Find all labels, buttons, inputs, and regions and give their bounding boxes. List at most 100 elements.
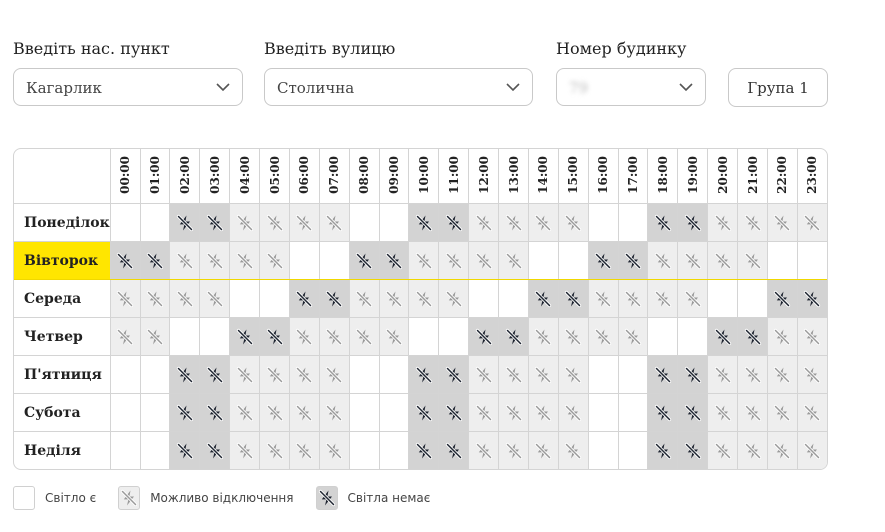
no-power-icon (774, 328, 791, 345)
group-button[interactable]: Група 1 (728, 68, 828, 107)
no-power-icon (445, 290, 462, 307)
hour-label: 10:00 (416, 155, 431, 194)
no-power-icon (804, 404, 821, 421)
schedule-cell-maybe (169, 241, 201, 280)
schedule-cell-off (318, 279, 350, 318)
hour-header: 02:00 (169, 149, 201, 204)
no-power-icon (505, 366, 522, 383)
street-select[interactable]: Столична (264, 68, 533, 106)
no-power-icon (236, 442, 253, 459)
schedule-cell-maybe (288, 393, 320, 432)
no-power-icon (714, 442, 731, 459)
schedule-cell-maybe (796, 431, 827, 469)
schedule-cell-off (677, 431, 709, 469)
schedule-cell-maybe (259, 393, 290, 432)
no-power-icon (714, 252, 731, 269)
no-power-icon (684, 404, 701, 421)
schedule-cell-maybe (229, 393, 261, 432)
schedule-cell-on (498, 279, 529, 318)
schedule-cell-maybe (348, 317, 380, 356)
schedule-cell-maybe (348, 279, 380, 318)
schedule-cell-on (557, 241, 589, 280)
hour-label: 16:00 (596, 155, 611, 194)
day-label: П'ятниця (14, 355, 111, 394)
no-power-icon (385, 252, 403, 269)
schedule-cell-off (647, 431, 679, 469)
no-power-icon (266, 214, 283, 231)
no-power-icon (535, 214, 552, 231)
hour-header: 01:00 (139, 149, 171, 204)
day-row: П'ятниця (14, 355, 827, 394)
no-power-icon (684, 366, 701, 383)
schedule-cell-maybe (766, 355, 798, 394)
schedule-cell-maybe (737, 393, 768, 432)
no-power-icon (236, 366, 253, 383)
schedule-cell-on (229, 279, 261, 318)
schedule-cell-on (378, 393, 410, 432)
no-power-icon (206, 252, 223, 269)
house-select[interactable]: 79 (556, 68, 706, 106)
schedule-cell-on (288, 241, 320, 280)
no-power-icon (774, 214, 791, 231)
no-power-icon (326, 328, 343, 345)
schedule-cell-off (647, 355, 679, 394)
schedule-cell-on (438, 317, 470, 356)
no-power-icon (266, 404, 283, 421)
schedule-cell-maybe (527, 431, 559, 469)
schedule-cell-maybe (438, 241, 470, 280)
no-power-icon (774, 404, 791, 421)
schedule-cell-maybe (766, 431, 798, 469)
no-power-icon (684, 290, 701, 307)
no-power-icon (475, 252, 492, 269)
no-power-icon (654, 214, 671, 231)
day-row: Неділя (14, 431, 827, 469)
no-power-icon (744, 328, 761, 345)
hour-label: 00:00 (118, 155, 133, 194)
schedule-cell-maybe (677, 279, 709, 318)
no-power-icon (774, 442, 791, 459)
city-select-value: Кагарлик (26, 79, 102, 97)
no-power-icon (296, 214, 313, 231)
schedule-cell-on (109, 355, 141, 394)
hour-label: 05:00 (267, 155, 282, 194)
no-power-icon (415, 252, 432, 269)
schedule-cell-maybe (796, 393, 827, 432)
hour-label: 19:00 (685, 155, 700, 194)
schedule-cell-on (587, 355, 619, 394)
legend-maybe-swatch (118, 486, 141, 510)
schedule-cell-maybe (796, 317, 827, 356)
schedule-cell-off (677, 355, 709, 394)
no-power-icon (146, 252, 164, 269)
no-power-icon (475, 404, 492, 421)
schedule-cell-on (199, 317, 231, 356)
hour-label: 08:00 (357, 155, 372, 194)
schedule-cell-on (348, 431, 380, 469)
no-power-icon (356, 290, 373, 307)
no-power-icon (318, 489, 335, 507)
city-select[interactable]: Кагарлик (13, 68, 243, 106)
no-power-icon (565, 328, 582, 345)
legend-maybe-label: Можливо відключення (150, 491, 294, 505)
no-power-icon (744, 252, 761, 269)
no-power-icon (654, 290, 671, 307)
no-power-icon (296, 366, 313, 383)
street-label: Введіть вулицю (264, 39, 396, 58)
no-power-icon (804, 366, 821, 383)
schedule-cell-on (617, 355, 649, 394)
no-power-icon (176, 366, 193, 383)
street-select-value: Столична (277, 79, 355, 97)
no-power-icon (535, 290, 552, 307)
schedule-cell-maybe (318, 203, 350, 242)
day-row: Субота (14, 393, 827, 432)
hour-label: 06:00 (297, 155, 312, 194)
hour-label: 09:00 (387, 155, 401, 194)
hour-header: 18:00 (647, 149, 679, 204)
schedule-cell-off (438, 203, 470, 242)
no-power-icon (804, 290, 821, 307)
no-power-icon (296, 328, 313, 345)
no-power-icon (176, 214, 193, 231)
legend-power-on-swatch (13, 486, 35, 510)
schedule-cell-off (438, 393, 470, 432)
schedule-cell-maybe (498, 241, 529, 280)
schedule-cell-maybe (468, 431, 500, 469)
